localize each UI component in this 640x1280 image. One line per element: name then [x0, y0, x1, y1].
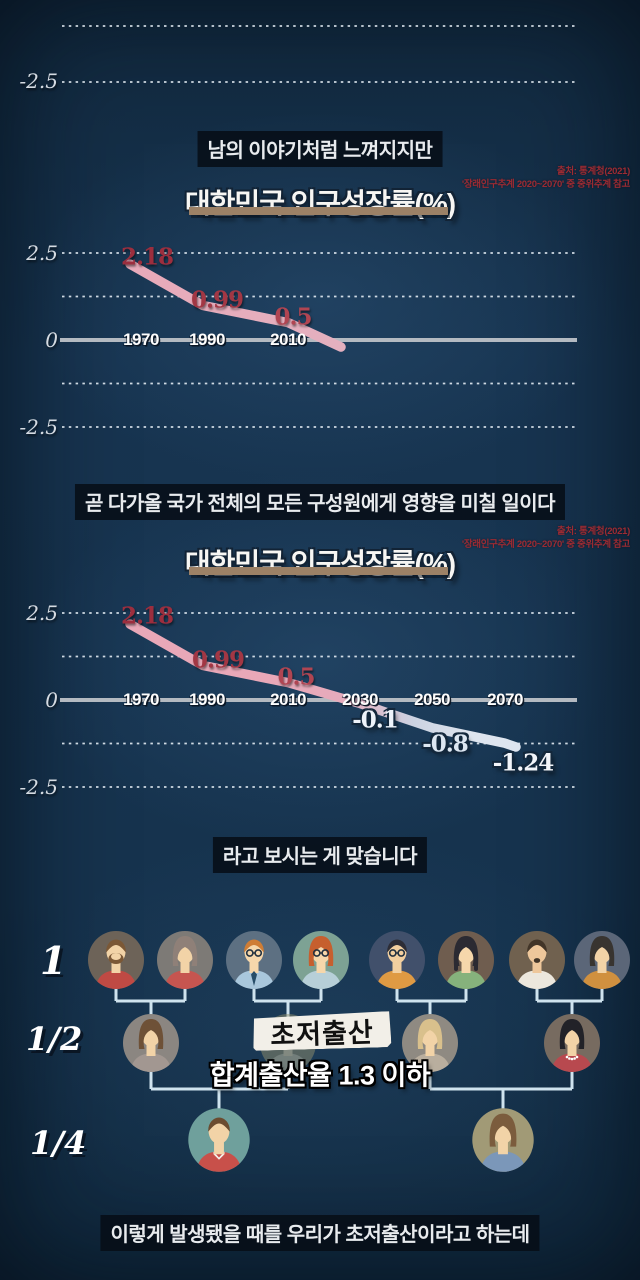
- avatar-woman-red-dress-necklace: [544, 1014, 600, 1072]
- avatar-woman-tan-hair: [402, 1014, 458, 1072]
- fertility-rate-text: 합계출산율 1.3 이하: [209, 1060, 431, 1091]
- chart1-xlabel-1970: 1970: [123, 330, 159, 349]
- chart1-value-0.5: 0.5: [274, 303, 312, 331]
- chart1-source-line1: 출처: 통계청(2021): [556, 166, 630, 177]
- subtitle-caption-2: 곧 다가올 국가 전체의 모든 구성원에게 영향을 미칠 일이다: [74, 484, 566, 520]
- subtitle-caption-3: 라고 보시는 게 맞습니다: [212, 837, 428, 873]
- chart2-source-line2: '장래인구추계 2020~2070' 중 중위추계 참고: [461, 538, 630, 550]
- chart1-xlabel-1990: 1990: [189, 330, 225, 349]
- chart2-value-0.5: 0.5: [277, 663, 315, 691]
- generation-label-1: 1: [40, 938, 67, 983]
- frame1-ytick: -2.5: [19, 69, 58, 93]
- chart2-xlabel-2070: 2070: [487, 690, 523, 709]
- avatar-man-black-hair-glasses-orange-shirt: [369, 931, 425, 989]
- chart1-source-line2: '장래인구추계 2020~2070' 중 중위추계 참고: [461, 178, 630, 190]
- chart1-title: 대한민국 인구성장률(%): [184, 188, 456, 219]
- chart2-ytick-0: 2.5: [26, 601, 58, 625]
- chart2-xlabel-1970: 1970: [123, 690, 159, 709]
- chart2-value-0.99: 0.99: [191, 646, 245, 674]
- chart2-value--1.24: -1.24: [492, 749, 555, 777]
- generation-label-half: 1/2: [26, 1020, 83, 1058]
- chart2-source: 출처: 통계청(2021) '장래인구추계 2020~2070' 중 중위추계 …: [462, 526, 630, 552]
- chart1-ytick-1: 0: [45, 328, 58, 352]
- chart1-ytick-0: 2.5: [26, 241, 58, 265]
- chart1-value-0.99: 0.99: [190, 286, 244, 314]
- generation-label-quarter: 1/4: [30, 1124, 87, 1162]
- chart1-value-2.18: 2.18: [120, 243, 174, 271]
- chart1-ytick-2: -2.5: [19, 415, 58, 439]
- chart2-value--0.1: -0.1: [352, 706, 399, 734]
- avatar-boy-red-shirt-collar: [188, 1108, 250, 1172]
- subtitle-caption-4: 이렇게 발생됐을 때를 우리가 초저출산이라고 하는데: [100, 1215, 540, 1251]
- chart2-value-2.18: 2.18: [120, 602, 174, 630]
- avatar-man-orange-hair-glasses-tie: [226, 931, 282, 989]
- chart2-xlabel-2010: 2010: [270, 690, 306, 709]
- chart2-ytick-2: -2.5: [19, 775, 58, 799]
- chart2-xlabel-1990: 1990: [189, 690, 225, 709]
- chart2-xlabel-2030: 2030: [342, 690, 378, 709]
- avatar-man-beard-red-shirt: [88, 931, 144, 989]
- avatar-girl-blue-top: [472, 1108, 534, 1172]
- avatar-woman-dark-hair-orange-top: [574, 931, 630, 989]
- avatar-woman-orange-hair-glasses: [293, 931, 349, 989]
- chart2-value--0.8: -0.8: [422, 730, 469, 758]
- chart2-ytick-1: 0: [45, 688, 58, 712]
- chart1-xlabel-2010: 2010: [270, 330, 306, 349]
- chart2-xlabel-2050: 2050: [414, 690, 450, 709]
- avatar-man-goatee-white-shirt: [509, 931, 565, 989]
- chart1-title-underline: [189, 207, 448, 215]
- chart2-title-underline: [189, 567, 448, 575]
- chart2-source-line1: 출처: 통계청(2021): [556, 526, 630, 537]
- avatar-woman-gray-bob-red-shirt: [157, 931, 213, 989]
- chart2-title: 대한민국 인구성장률(%): [184, 548, 456, 579]
- avatar-woman-braids-green-shirt: [438, 931, 494, 989]
- subtitle-caption-1: 남의 이야기처럼 느껴지지만: [197, 131, 443, 167]
- avatar-woman-brown-hair-gray-top: [123, 1014, 179, 1072]
- chart1-source: 출처: 통계청(2021) '장래인구추계 2020~2070' 중 중위추계 …: [462, 166, 630, 192]
